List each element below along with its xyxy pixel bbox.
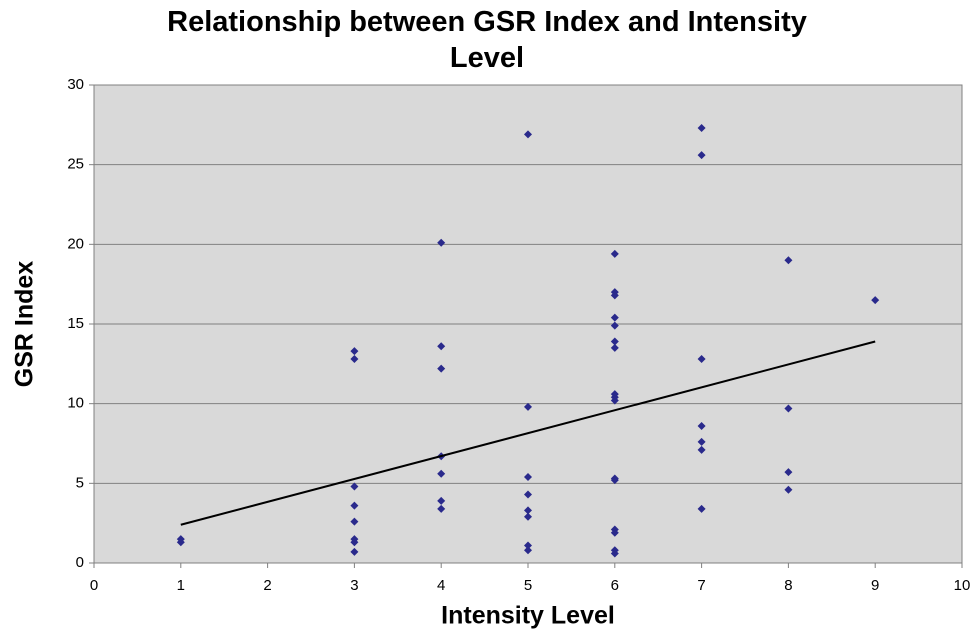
x-tick-label: 4 [437, 577, 445, 594]
data-point [437, 504, 446, 513]
data-point [524, 402, 532, 411]
y-tick-label: 10 [67, 395, 84, 412]
x-tick-label: 10 [954, 577, 971, 594]
data-point [784, 468, 793, 477]
data-point [610, 321, 619, 330]
data-point [610, 549, 619, 558]
data-point [784, 404, 793, 413]
x-tick-label: 5 [524, 577, 532, 594]
data-point [610, 291, 619, 300]
x-axis-title: Intensity Level [441, 602, 615, 630]
data-point [697, 421, 706, 430]
data-point [697, 124, 706, 133]
data-point [437, 238, 446, 247]
data-point [437, 469, 446, 478]
x-tick-label: 8 [784, 577, 792, 594]
data-point [697, 437, 706, 446]
data-point [871, 296, 880, 305]
y-tick-label: 0 [76, 554, 84, 571]
data-point [697, 445, 706, 454]
data-point [524, 546, 532, 555]
data-point [524, 512, 532, 521]
data-point [437, 496, 446, 505]
data-point [524, 506, 532, 515]
data-point [610, 528, 619, 537]
data-point [524, 130, 532, 139]
data-point [350, 482, 359, 491]
data-point [350, 501, 359, 510]
data-point [784, 256, 793, 265]
data-point [524, 490, 532, 499]
data-point [610, 313, 619, 322]
data-point [610, 476, 619, 485]
data-point [350, 355, 359, 364]
data-point [697, 151, 706, 160]
y-tick-label: 15 [67, 315, 84, 332]
data-point [697, 355, 706, 364]
data-point [610, 249, 619, 258]
x-tick-label: 6 [611, 577, 619, 594]
data-point [437, 364, 446, 373]
data-point [524, 472, 532, 481]
data-point [350, 547, 359, 556]
data-point [350, 538, 359, 547]
trendline [180, 340, 876, 526]
chart-title: Relationship between GSR Index and Inten… [167, 6, 807, 74]
x-tick-label: 3 [350, 577, 358, 594]
data-point [610, 396, 619, 405]
x-tick-label: 0 [90, 577, 98, 594]
x-tick-label: 9 [871, 577, 879, 594]
data-point [350, 517, 359, 526]
x-tick-label: 7 [697, 577, 705, 594]
data-point [437, 342, 446, 351]
data-point [176, 538, 185, 547]
x-tick-label: 2 [263, 577, 271, 594]
data-point [697, 504, 706, 513]
data-point [610, 337, 619, 346]
y-tick-label: 25 [67, 156, 84, 173]
x-tick-label: 1 [177, 577, 185, 594]
y-tick-label: 30 [67, 76, 84, 93]
data-point [784, 485, 793, 494]
data-point [524, 541, 532, 550]
data-point [610, 343, 619, 352]
data-point [350, 347, 359, 356]
y-tick-label: 20 [67, 235, 84, 252]
y-tick-label: 5 [76, 474, 84, 491]
y-axis-title: GSR Index [11, 261, 39, 388]
